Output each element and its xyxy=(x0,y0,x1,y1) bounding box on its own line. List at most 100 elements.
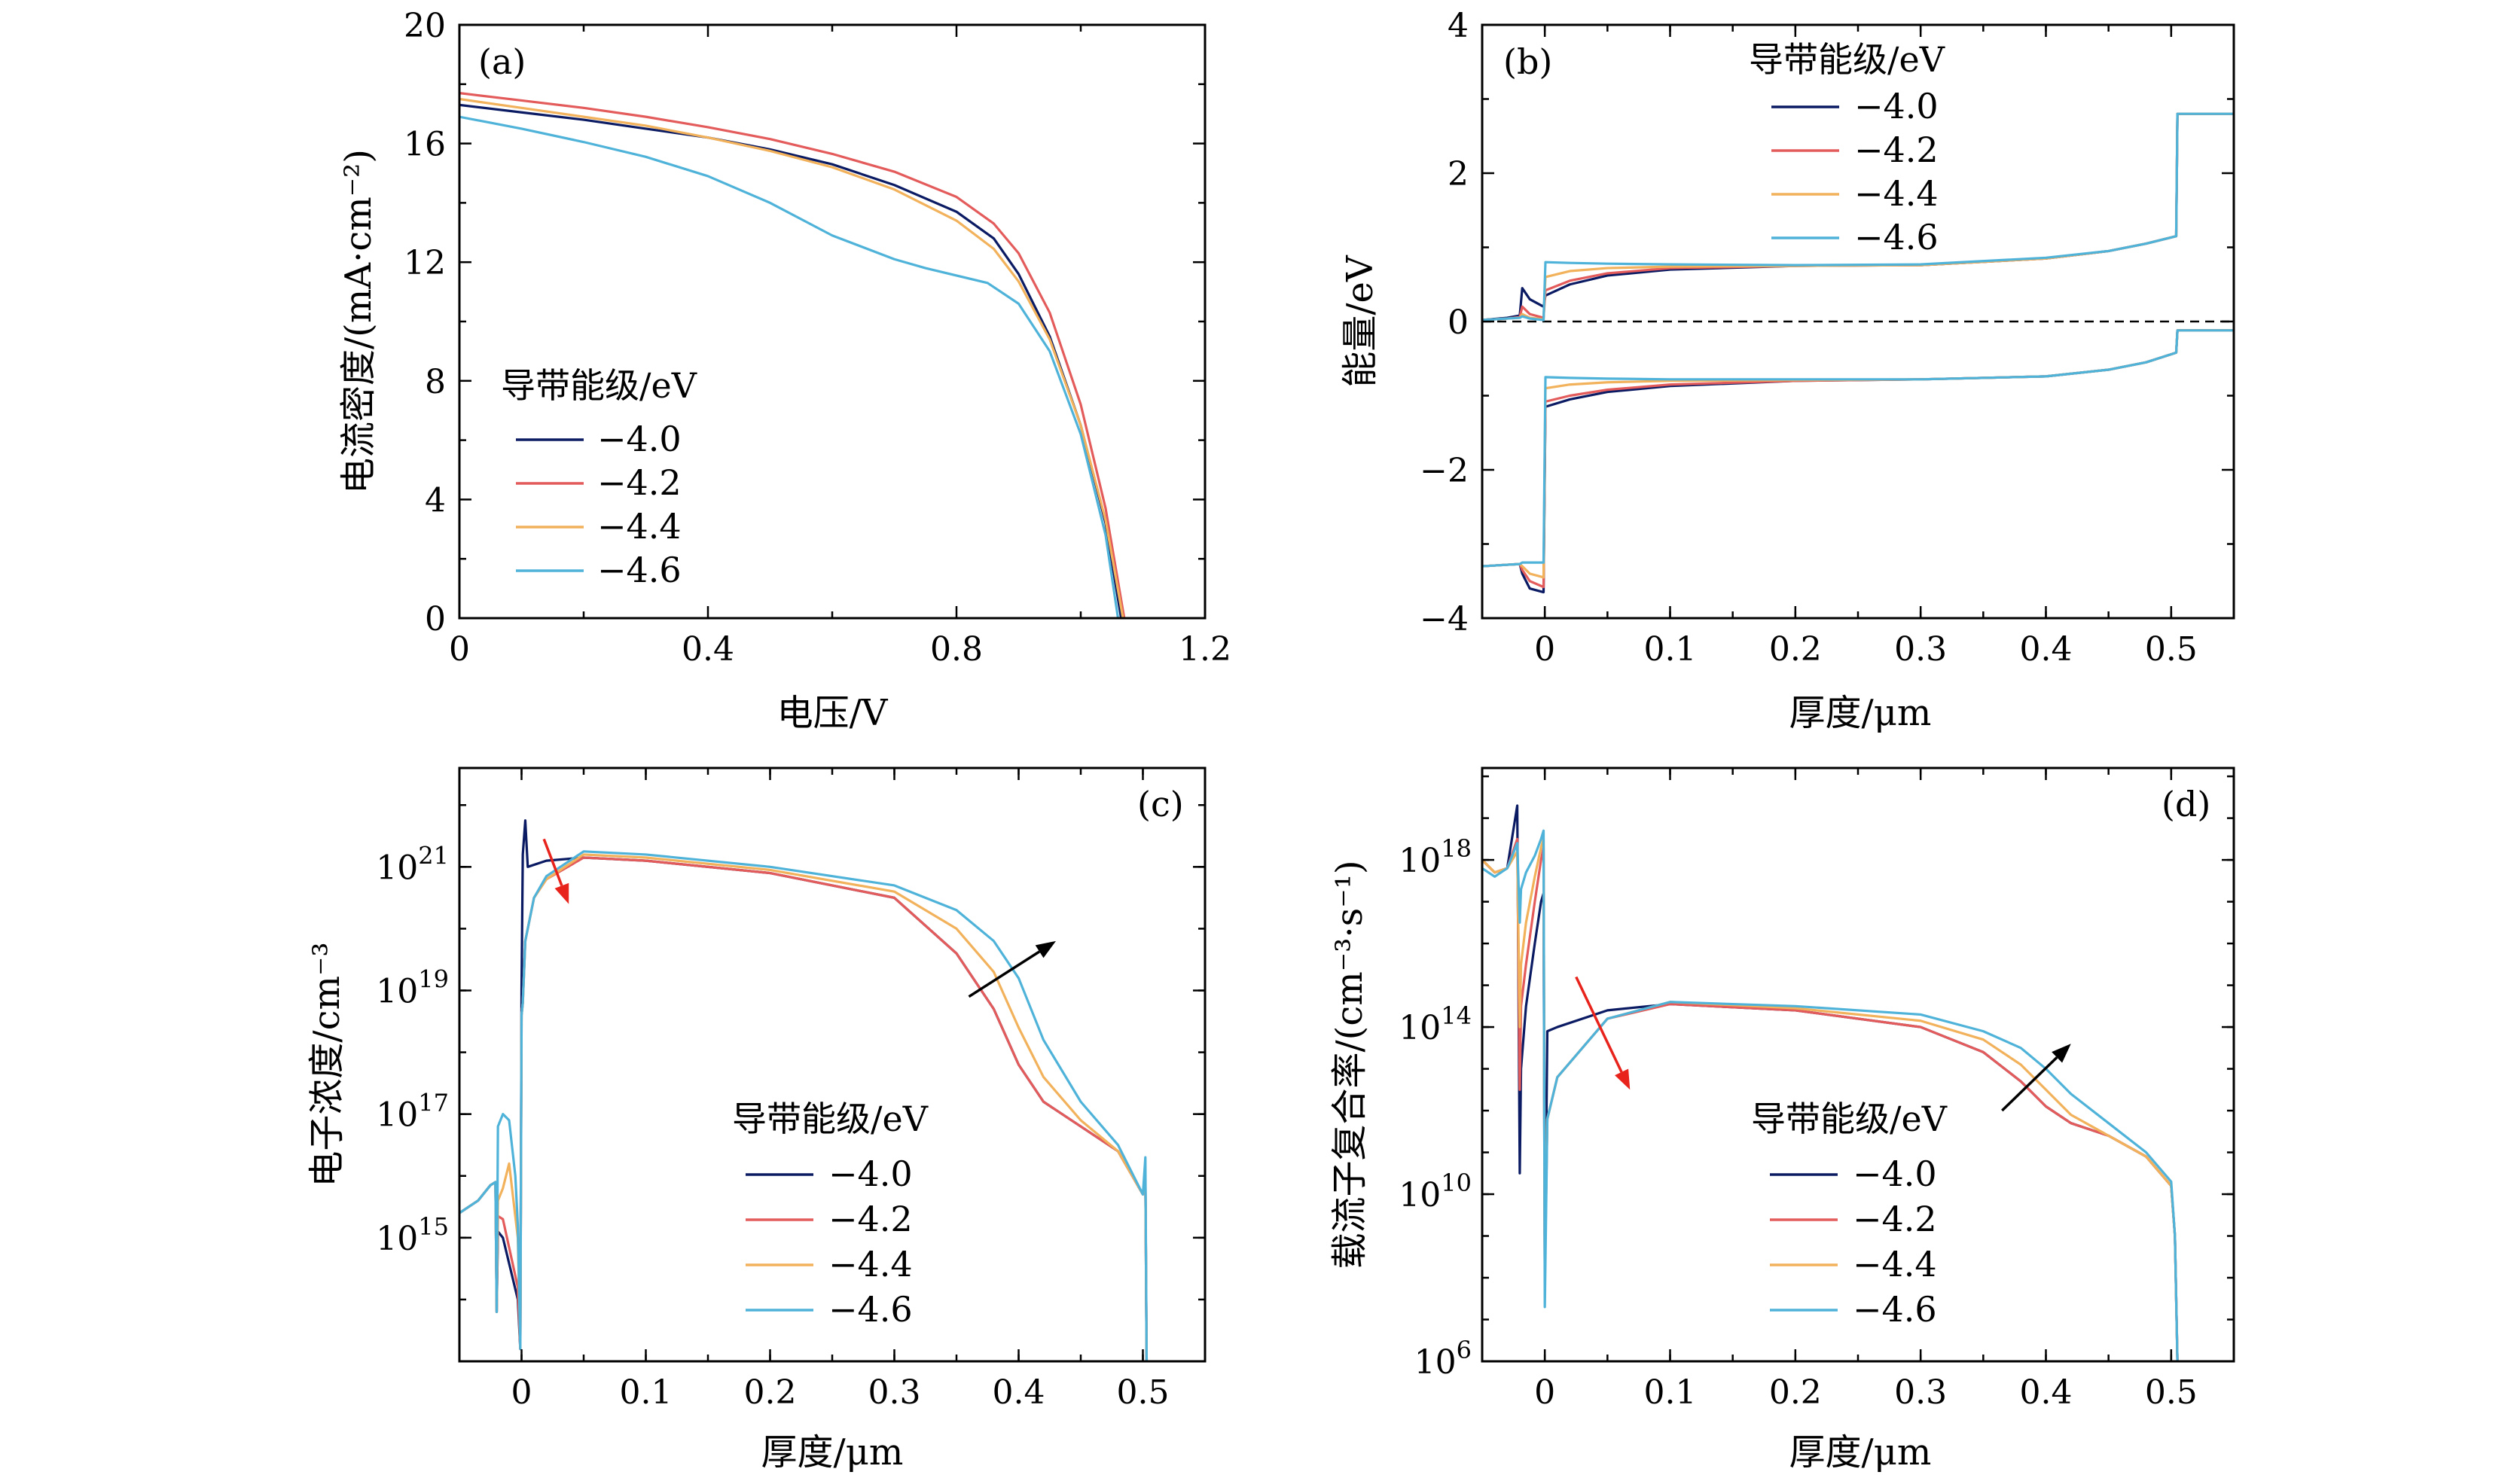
panel-a-legend-label-3: −4.6 xyxy=(597,550,682,590)
panel-b-series xyxy=(1482,112,2234,594)
panel-b-series-line-ev-0 xyxy=(1482,329,2234,594)
panel-c: 0 0.1 0.2 0.3 0.4 0.5 1015 1017 1019 1021 (c) 厚度/… xyxy=(306,766,1207,1473)
panel-c-legend-label-0: −4.0 xyxy=(828,1153,913,1194)
panel-c-x-tick-label: 0.3 xyxy=(868,1373,921,1412)
panel-d-x-tick-label: 0.3 xyxy=(1894,1373,1947,1412)
panel-a-series-line-3 xyxy=(459,115,1120,618)
panel-c-arrow-shaft-red xyxy=(542,838,563,886)
panel-d-arrow-shaft-red xyxy=(1575,976,1623,1073)
panel-c-arrow-head-black xyxy=(1035,940,1056,958)
panel-c-label: (c) xyxy=(1137,784,1184,824)
panel-b-x-tick-label: 0 xyxy=(1534,630,1555,669)
panel-b-y-axis-label: 能量/eV xyxy=(1339,254,1381,388)
panel-d-legend-label-0: −4.0 xyxy=(1853,1153,1937,1194)
panel-a-label: (a) xyxy=(478,41,526,82)
panel-d-series-line-0 xyxy=(1482,804,2179,1361)
panel-c-series-line-0 xyxy=(459,819,1149,1361)
panel-c-legend: 导带能级/eV −4.0 −4.2 −4.4 −4.6 xyxy=(732,1099,929,1330)
panel-d-arrow-shaft-black xyxy=(2001,1056,2058,1112)
panel-a-y-tick-label: 20 xyxy=(404,7,446,45)
panel-a-y-tick-label: 4 xyxy=(425,481,446,520)
panel-a-series-line-1 xyxy=(459,92,1126,618)
panel-a-x-tick-label: 1.2 xyxy=(1179,630,1231,669)
panel-b-y-tick-label: −4 xyxy=(1420,600,1469,638)
panel-d-arrows xyxy=(1575,976,2071,1112)
panel-c-ticks: 0 0.1 0.2 0.3 0.4 0.5 1015 1017 1019 1021 xyxy=(376,768,1207,1412)
panel-b-ticks: 0 0.1 0.2 0.3 0.4 0.5 −4 −2 0 2 4 xyxy=(1420,7,2235,669)
panel-d-x-tick-label: 0.1 xyxy=(1644,1373,1697,1412)
panel-d-legend: 导带能级/eV −4.0 −4.2 −4.4 −4.6 xyxy=(1751,1099,1948,1330)
panel-b-label: (b) xyxy=(1503,41,1552,82)
panel-b-x-axis-label: 厚度/μm xyxy=(1789,692,1932,734)
panel-b-legend-label-3: −4.6 xyxy=(1854,217,1939,258)
panel-b-legend: 导带能级/eV −4.0 −4.2 −4.4 −4.6 xyxy=(1749,39,1945,258)
panel-c-x-tick-label: 0.1 xyxy=(620,1373,673,1412)
panel-d-y-tick-label: 106 xyxy=(1414,1336,1472,1382)
panel-d-series-line-3 xyxy=(1482,829,2179,1361)
panel-b-y-tick-label: −2 xyxy=(1420,452,1469,490)
panel-a-x-tick-label: 0.8 xyxy=(930,630,983,669)
panel-b-legend-label-2: −4.4 xyxy=(1854,173,1939,214)
panel-c-x-tick-label: 0.5 xyxy=(1117,1373,1170,1412)
panel-a-legend-label-1: −4.2 xyxy=(597,462,682,503)
panel-c-legend-label-2: −4.4 xyxy=(828,1244,913,1285)
panel-c-arrows xyxy=(542,838,1056,998)
panel-c-arrow-head-red xyxy=(554,882,569,904)
panel-c-y-tick-label: 1015 xyxy=(376,1212,449,1258)
panel-a-legend: 导带能级/eV −4.0 −4.2 −4.4 −4.6 xyxy=(501,365,697,590)
panel-d-legend-label-3: −4.6 xyxy=(1853,1289,1937,1330)
panel-b-x-tick-label: 0.5 xyxy=(2145,630,2198,669)
panel-a-y-tick-label: 8 xyxy=(425,363,446,401)
panel-a-x-axis-label: 电压/V xyxy=(777,692,889,734)
panel-c-y-tick-label: 1017 xyxy=(376,1089,449,1135)
panel-c-y-axis-label: 电子浓度/cm⁻³ xyxy=(306,942,348,1187)
panel-a-series xyxy=(459,92,1126,618)
panel-d-label: (d) xyxy=(2162,784,2210,824)
panel-b-y-tick-label: 4 xyxy=(1448,7,1469,45)
panel-d-x-tick-label: 0.4 xyxy=(2020,1373,2073,1412)
panel-a-y-tick-label: 12 xyxy=(404,244,446,282)
panel-d-x-tick-label: 0 xyxy=(1534,1373,1555,1412)
panel-d-x-tick-label: 0.5 xyxy=(2145,1373,2198,1412)
panel-a-ticks: 0 0.4 0.8 1.2 0 4 8 12 16 20 xyxy=(404,7,1231,669)
panel-d-legend-label-2: −4.4 xyxy=(1853,1244,1937,1285)
panel-d-legend-label-1: −4.2 xyxy=(1853,1199,1937,1239)
panel-a-legend-title: 导带能级/eV xyxy=(501,365,697,406)
panel-d-x-tick-label: 0.2 xyxy=(1769,1373,1822,1412)
panel-a-series-line-0 xyxy=(459,103,1123,618)
panel-d-arrow-head-red xyxy=(1615,1068,1631,1090)
panel-b-x-tick-label: 0.2 xyxy=(1769,630,1822,669)
panel-a-y-tick-label: 0 xyxy=(425,600,446,638)
panel-b-x-tick-label: 0.1 xyxy=(1644,630,1697,669)
panel-c-x-tick-label: 0.2 xyxy=(744,1373,797,1412)
panel-d-x-axis-label: 厚度/μm xyxy=(1789,1431,1932,1473)
panel-b-legend-label-1: −4.2 xyxy=(1854,130,1939,170)
panel-a-x-tick-label: 0.4 xyxy=(682,630,734,669)
panel-c-y-tick-label: 1019 xyxy=(376,965,449,1011)
panel-a-y-axis-label: 电流密度/(mA·cm⁻²) xyxy=(337,149,380,494)
panel-c-series-line-3 xyxy=(459,850,1149,1361)
panel-a-y-tick-label: 16 xyxy=(404,126,446,164)
panel-b-x-tick-label: 0.3 xyxy=(1894,630,1947,669)
panel-c-legend-label-3: −4.6 xyxy=(828,1289,913,1330)
panel-c-legend-title: 导带能级/eV xyxy=(732,1099,929,1139)
panel-a-legend-label-2: −4.4 xyxy=(597,506,682,547)
panel-d-y-tick-label: 1014 xyxy=(1399,1001,1472,1047)
panel-b-legend-title: 导带能级/eV xyxy=(1749,39,1945,80)
panel-b-series-line-ev-3 xyxy=(1482,329,2234,568)
panel-b-series-line-ec-3 xyxy=(1482,112,2234,322)
panel-c-series xyxy=(459,819,1149,1361)
panel-c-arrow-shaft-black xyxy=(968,950,1041,998)
panel-a: 0 0.4 0.8 1.2 0 4 8 12 16 20 (a) 电压/V 电流密度/(mA·cm… xyxy=(337,7,1231,734)
panel-d-arrow-head-black xyxy=(2052,1044,2071,1063)
panel-c-legend-label-1: −4.2 xyxy=(828,1199,913,1239)
panel-c-y-tick-label: 1021 xyxy=(376,841,449,887)
panel-d-series xyxy=(1482,804,2179,1361)
panel-b-x-tick-label: 0.4 xyxy=(2020,630,2073,669)
panel-a-series-line-2 xyxy=(459,97,1124,618)
panel-d-y-axis-label: 载流子复合率/(cm⁻³·s⁻¹) xyxy=(1329,860,1371,1269)
panel-b-y-tick-label: 2 xyxy=(1448,155,1469,194)
panel-b-legend-label-0: −4.0 xyxy=(1854,86,1939,126)
